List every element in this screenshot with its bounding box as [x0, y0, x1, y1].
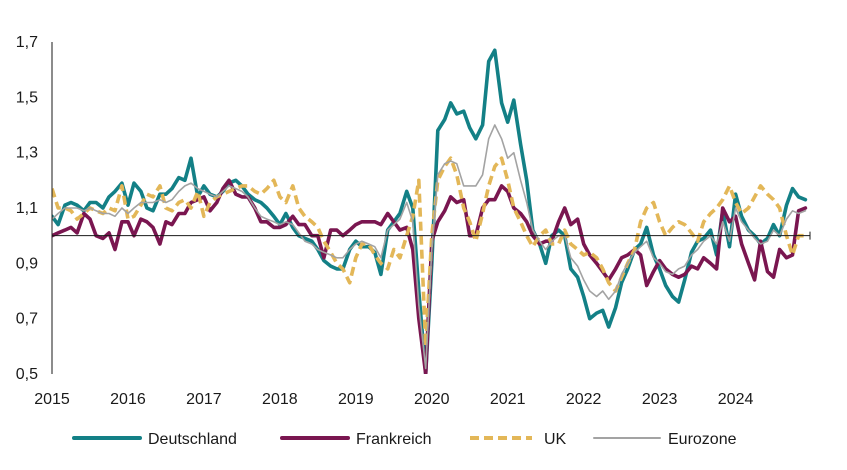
y-tick-label: 1,7 [16, 34, 38, 51]
series-layer [52, 48, 808, 374]
x-tick-label: 2021 [490, 391, 526, 408]
x-tick-label: 2016 [110, 391, 146, 408]
series-line-eurozone [52, 124, 807, 370]
legend-label-deutschland: Deutschland [148, 431, 237, 448]
y-tick-label: 1,3 [16, 145, 38, 162]
x-tick-label: 2024 [718, 391, 754, 408]
x-tick-label: 2015 [34, 391, 70, 408]
x-tick-label: 2023 [642, 391, 678, 408]
legend-label-frankreich: Frankreich [356, 431, 432, 448]
y-tick-label: 1,5 [16, 89, 38, 106]
x-tick-label: 2017 [186, 391, 222, 408]
y-tick-label: 1,1 [16, 200, 38, 217]
legend-label-uk: UK [544, 431, 567, 448]
x-tick-label: 2022 [566, 391, 602, 408]
series-line-uk [52, 156, 806, 349]
legend: Deutschland Frankreich UK Eurozone [72, 431, 737, 448]
x-tick-label: 2020 [414, 391, 450, 408]
x-tick-label: 2019 [338, 391, 374, 408]
y-tick-label: 0,9 [16, 255, 38, 272]
axes-layer: 0,5 0,7 0,9 1,1 1,3 1,5 1,7 2015 2016 2017 2018 201… [16, 34, 811, 408]
y-tick-label: 0,7 [16, 311, 38, 328]
legend-label-eurozone: Eurozone [668, 431, 737, 448]
x-tick-label: 2018 [262, 391, 298, 408]
y-tick-label: 0,5 [16, 366, 38, 383]
